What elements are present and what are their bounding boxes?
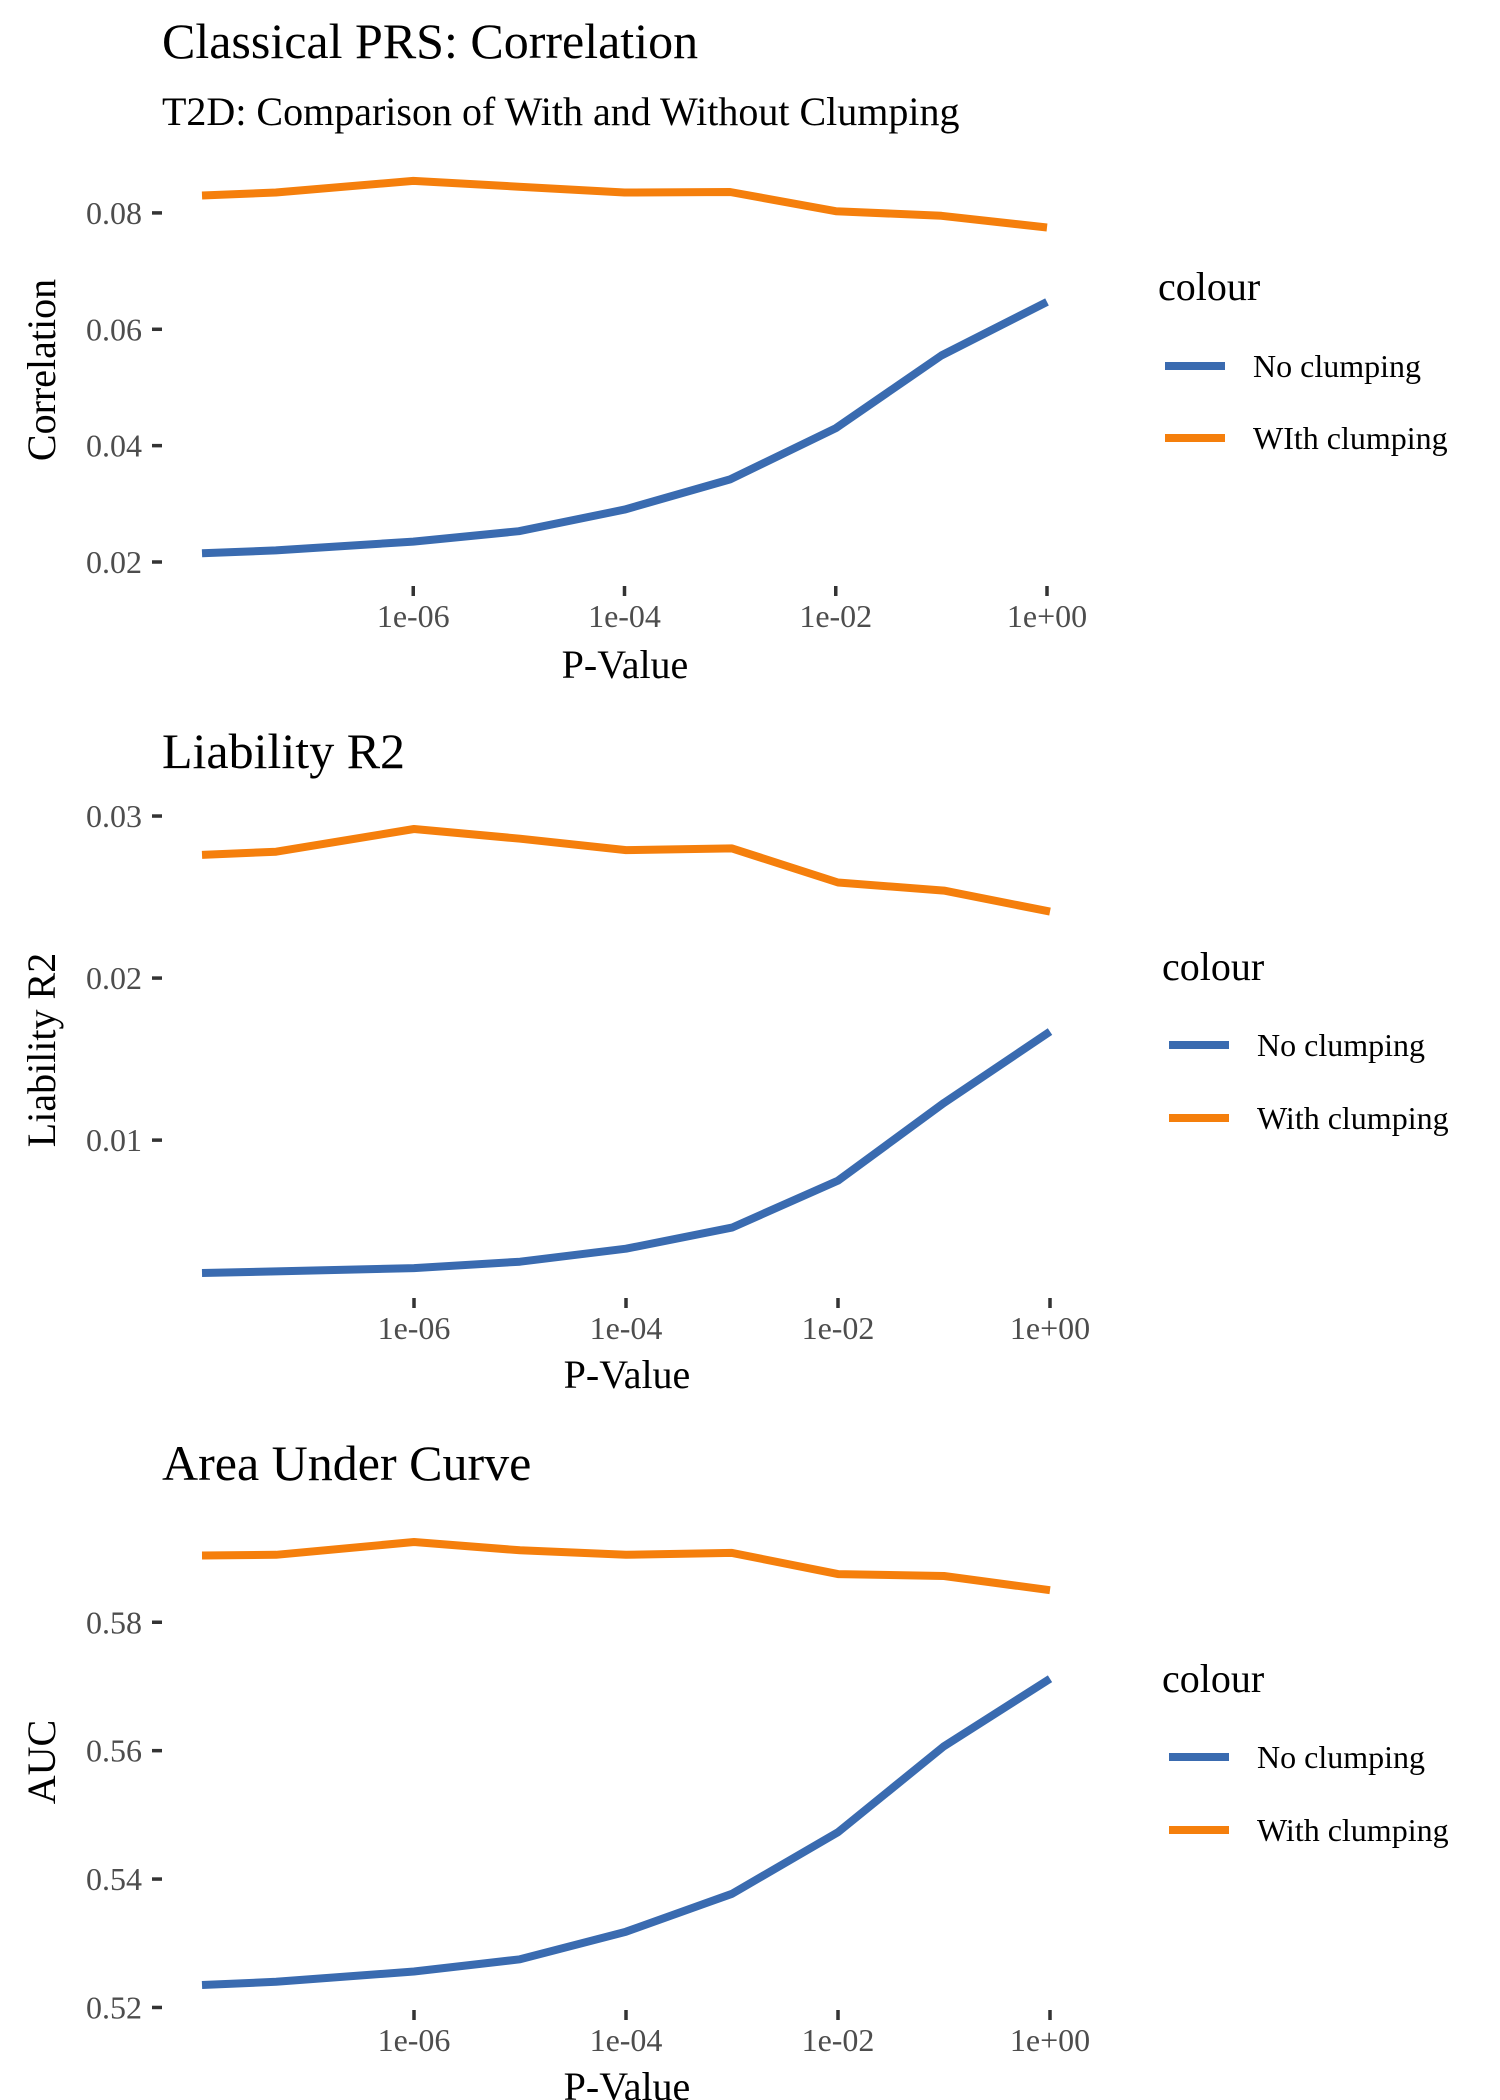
panel-3-legend: colour No clumping With clumping xyxy=(1162,1656,1449,1848)
panel-1-x-ticks: 1e-06 1e-04 1e-02 1e+00 xyxy=(377,586,1087,634)
y-tick-label: 0.08 xyxy=(86,195,142,231)
y-tick-label: 0.52 xyxy=(86,1989,142,2025)
x-tick-label: 1e-02 xyxy=(802,2022,875,2058)
panel-2-legend-label-no-clumping: No clumping xyxy=(1257,1027,1425,1063)
y-tick-label: 0.54 xyxy=(86,1861,142,1897)
x-tick-label: 1e-02 xyxy=(799,598,872,634)
x-tick-label: 1e-06 xyxy=(378,2022,451,2058)
series-line-with-clumping xyxy=(201,176,1048,232)
panel-1-legend-label-with-clumping: WIth clumping xyxy=(1253,420,1448,456)
panel-1-x-axis-label: P-Value xyxy=(562,642,689,687)
panel-1-legend-title: colour xyxy=(1158,264,1260,309)
panel-2-y-axis-label: Liability R2 xyxy=(19,953,64,1147)
panel-correlation: Classical PRS: Correlation T2D: Comparis… xyxy=(19,13,1448,687)
panel-1-subtitle: T2D: Comparison of With and Without Clum… xyxy=(162,89,960,134)
x-tick-label: 1e-06 xyxy=(378,1310,451,1346)
panel-2-x-ticks: 1e-06 1e-04 1e-02 1e+00 xyxy=(378,1298,1090,1346)
x-tick-label: 1e-02 xyxy=(802,1310,875,1346)
panel-2-legend-label-with-clumping: With clumping xyxy=(1257,1100,1449,1136)
panel-3-legend-label-with-clumping: With clumping xyxy=(1257,1812,1449,1848)
x-tick-label: 1e-04 xyxy=(590,2022,663,2058)
x-tick-label: 1e+00 xyxy=(1010,1310,1090,1346)
x-tick-label: 1e+00 xyxy=(1010,2022,1090,2058)
y-tick-label: 0.02 xyxy=(86,960,142,996)
panel-auc: Area Under Curve AUC P-Value 0.520.540.5… xyxy=(19,1435,1449,2100)
panel-2-title: Liability R2 xyxy=(162,723,405,779)
panel-3-lines xyxy=(201,1538,1053,1989)
panel-1-legend-label-no-clumping: No clumping xyxy=(1253,348,1421,384)
panel-3-x-axis-label: P-Value xyxy=(564,2064,691,2100)
panel-2-x-axis-label: P-Value xyxy=(564,1352,691,1397)
panel-3-legend-label-no-clumping: No clumping xyxy=(1257,1739,1425,1775)
y-tick-label: 0.06 xyxy=(86,311,142,347)
panel-1-lines xyxy=(201,176,1049,558)
panel-2-y-ticks: 0.01 0.02 0.03 xyxy=(86,798,162,1158)
panel-liability-r2: Liability R2 Liability R2 P-Value 0.010.… xyxy=(19,723,1449,1397)
panel-3-legend-title: colour xyxy=(1162,1656,1264,1701)
series-line-no-clumping xyxy=(201,1028,1053,1277)
x-tick-label: 1e-04 xyxy=(590,1310,663,1346)
y-tick-label: 0.56 xyxy=(86,1733,142,1769)
series-line-with-clumping xyxy=(201,825,1051,916)
panel-3-y-axis-label: AUC xyxy=(19,1720,64,1804)
panel-2-legend: colour No clumping With clumping xyxy=(1162,944,1449,1136)
panel-1-y-ticks: 0.02 0.04 0.06 0.08 xyxy=(86,195,162,580)
y-tick-label: 0.02 xyxy=(86,544,142,580)
series-line-no-clumping xyxy=(201,298,1049,558)
x-tick-label: 1e+00 xyxy=(1007,598,1087,634)
panel-3-y-ticks: 0.52 0.54 0.56 0.58 xyxy=(86,1604,162,2025)
y-tick-label: 0.03 xyxy=(86,798,142,834)
y-tick-label: 0.58 xyxy=(86,1604,142,1640)
series-line-with-clumping xyxy=(201,1538,1051,1595)
y-tick-label: 0.01 xyxy=(86,1122,142,1158)
panel-1-title: Classical PRS: Correlation xyxy=(162,13,698,69)
panel-3-title: Area Under Curve xyxy=(162,1435,531,1491)
y-tick-label: 0.04 xyxy=(86,428,142,464)
panel-2-lines xyxy=(201,825,1053,1277)
panel-3-x-ticks: 1e-06 1e-04 1e-02 1e+00 xyxy=(378,2010,1090,2058)
x-tick-label: 1e-04 xyxy=(588,598,661,634)
series-line-no-clumping xyxy=(201,1675,1053,1989)
panel-1-legend: colour No clumping WIth clumping xyxy=(1158,264,1448,456)
x-tick-label: 1e-06 xyxy=(377,598,450,634)
panel-2-legend-title: colour xyxy=(1162,944,1264,989)
panel-1-y-axis-label: Correlation xyxy=(19,279,64,461)
